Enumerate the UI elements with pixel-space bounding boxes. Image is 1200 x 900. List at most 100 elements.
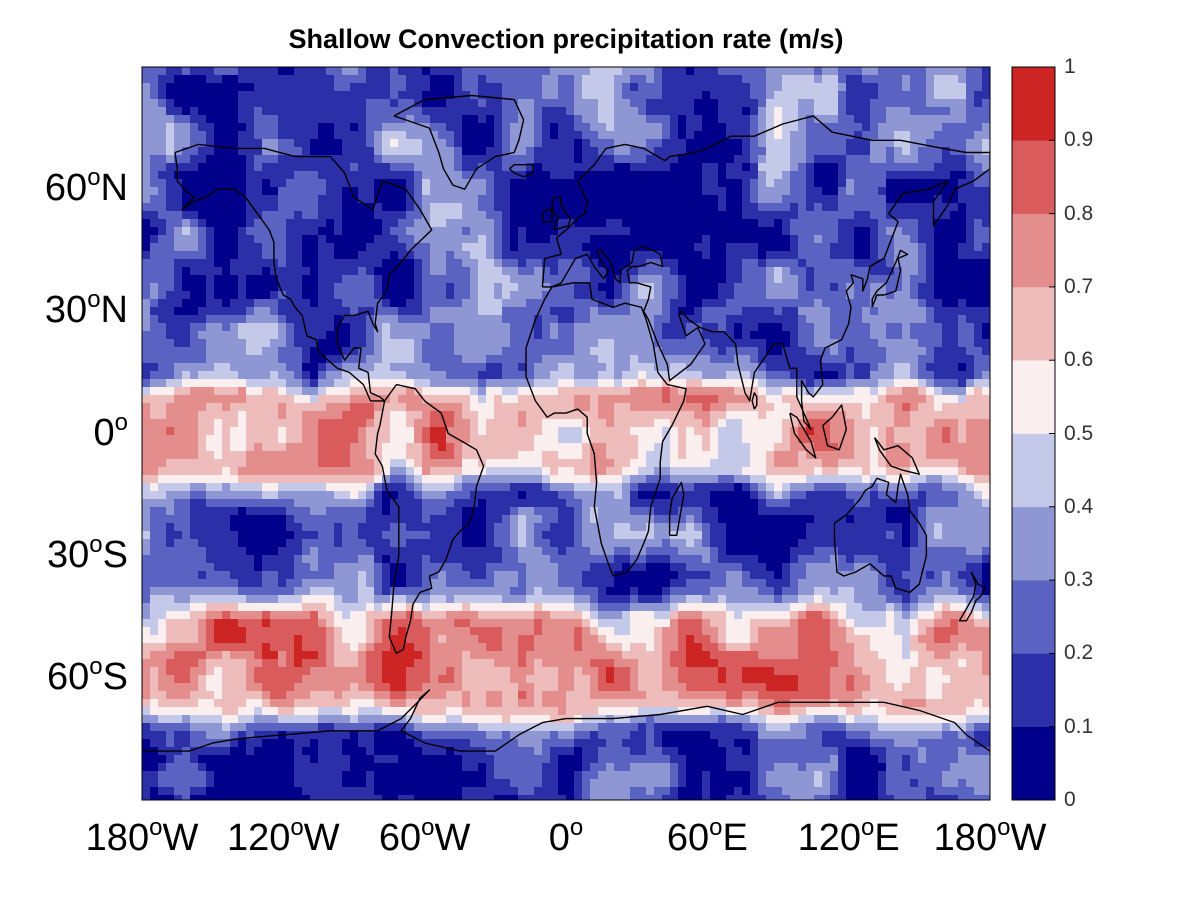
- field-cell: [926, 291, 935, 300]
- field-cell: [694, 243, 703, 252]
- field-cell: [942, 83, 951, 92]
- field-cell: [838, 187, 847, 196]
- field-cell: [382, 283, 391, 292]
- field-cell: [382, 219, 391, 228]
- field-cell: [910, 235, 919, 244]
- field-cell: [582, 387, 591, 396]
- field-cell: [958, 259, 967, 268]
- field-cell: [806, 307, 815, 316]
- field-cell: [510, 139, 519, 148]
- field-cell: [910, 403, 919, 412]
- field-cell: [302, 251, 311, 260]
- field-cell: [438, 427, 447, 436]
- field-cell: [486, 355, 495, 364]
- field-cell: [558, 67, 567, 76]
- field-cell: [622, 339, 631, 348]
- field-cell: [254, 75, 263, 84]
- field-cell: [206, 219, 215, 228]
- field-cell: [326, 283, 335, 292]
- field-cell: [742, 267, 751, 276]
- field-cell: [150, 115, 159, 124]
- field-cell: [646, 427, 655, 436]
- field-cell: [862, 115, 871, 124]
- field-cell: [686, 427, 695, 436]
- field-cell: [854, 211, 863, 220]
- field-cell: [614, 179, 623, 188]
- field-cell: [246, 395, 255, 404]
- field-cell: [710, 227, 719, 236]
- field-cell: [158, 371, 167, 380]
- field-cell: [254, 395, 263, 404]
- field-cell: [718, 275, 727, 284]
- field-cell: [678, 243, 687, 252]
- field-cell: [262, 267, 271, 276]
- field-cell: [950, 123, 959, 132]
- field-cell: [422, 307, 431, 316]
- field-cell: [726, 403, 735, 412]
- field-cell: [566, 347, 575, 356]
- field-cell: [462, 379, 471, 388]
- field-cell: [790, 99, 799, 108]
- field-cell: [206, 331, 215, 340]
- field-cell: [246, 203, 255, 212]
- field-cell: [358, 67, 367, 76]
- field-cell: [974, 155, 983, 164]
- field-cell: [670, 155, 679, 164]
- field-cell: [742, 107, 751, 116]
- field-cell: [678, 299, 687, 308]
- field-cell: [814, 347, 823, 356]
- field-cell: [774, 307, 783, 316]
- field-cell: [534, 235, 543, 244]
- field-cell: [190, 339, 199, 348]
- field-cell: [430, 371, 439, 380]
- field-cell: [182, 147, 191, 156]
- field-cell: [742, 163, 751, 172]
- field-cell: [406, 179, 415, 188]
- field-cell: [702, 139, 711, 148]
- field-cell: [158, 219, 167, 228]
- field-cell: [422, 163, 431, 172]
- field-cell: [214, 203, 223, 212]
- field-cell: [926, 219, 935, 228]
- field-cell: [534, 315, 543, 324]
- field-cell: [670, 203, 679, 212]
- field-cell: [558, 83, 567, 92]
- field-cell: [142, 179, 151, 188]
- field-cell: [598, 99, 607, 108]
- field-cell: [318, 115, 327, 124]
- field-cell: [598, 403, 607, 412]
- field-cell: [462, 331, 471, 340]
- field-cell: [606, 131, 615, 140]
- field-cell: [198, 339, 207, 348]
- field-cell: [270, 283, 279, 292]
- field-cell: [902, 435, 911, 444]
- field-cell: [854, 219, 863, 228]
- field-cell: [166, 243, 175, 252]
- field-cell: [662, 427, 671, 436]
- field-cell: [798, 147, 807, 156]
- field-cell: [958, 75, 967, 84]
- field-cell: [694, 251, 703, 260]
- field-cell: [478, 267, 487, 276]
- field-cell: [254, 163, 263, 172]
- field-cell: [870, 419, 879, 428]
- field-cell: [414, 91, 423, 100]
- field-cell: [254, 331, 263, 340]
- field-cell: [958, 107, 967, 116]
- field-cell: [918, 283, 927, 292]
- field-cell: [206, 147, 215, 156]
- field-cell: [334, 187, 343, 196]
- field-cell: [278, 155, 287, 164]
- field-cell: [166, 139, 175, 148]
- field-cell: [190, 187, 199, 196]
- field-cell: [262, 187, 271, 196]
- field-cell: [478, 419, 487, 428]
- field-cell: [910, 355, 919, 364]
- field-cell: [246, 291, 255, 300]
- field-cell: [342, 107, 351, 116]
- field-cell: [614, 163, 623, 172]
- field-cell: [518, 379, 527, 388]
- field-cell: [558, 219, 567, 228]
- field-cell: [942, 123, 951, 132]
- field-cell: [350, 203, 359, 212]
